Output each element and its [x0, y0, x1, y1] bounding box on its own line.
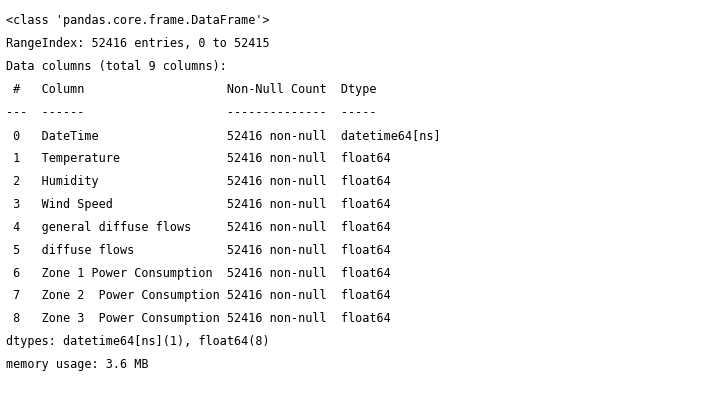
Text: ---  ------                    --------------  -----: --- ------ -------------- -----	[6, 106, 448, 119]
Text: memory usage: 3.6 MB: memory usage: 3.6 MB	[6, 358, 148, 371]
Text: 8   Zone 3  Power Consumption 52416 non-null  float64: 8 Zone 3 Power Consumption 52416 non-nul…	[6, 312, 448, 326]
Text: 5   diffuse flows             52416 non-null  float64: 5 diffuse flows 52416 non-null float64	[6, 244, 448, 257]
Text: 3   Wind Speed                52416 non-null  float64: 3 Wind Speed 52416 non-null float64	[6, 198, 448, 211]
Text: 6   Zone 1 Power Consumption  52416 non-null  float64: 6 Zone 1 Power Consumption 52416 non-nul…	[6, 267, 448, 280]
Text: <class 'pandas.core.frame.DataFrame'>: <class 'pandas.core.frame.DataFrame'>	[6, 14, 269, 27]
Text: 1   Temperature               52416 non-null  float64: 1 Temperature 52416 non-null float64	[6, 152, 448, 165]
Text: 7   Zone 2  Power Consumption 52416 non-null  float64: 7 Zone 2 Power Consumption 52416 non-nul…	[6, 289, 448, 303]
Text: dtypes: datetime64[ns](1), float64(8): dtypes: datetime64[ns](1), float64(8)	[6, 335, 269, 348]
Text: RangeIndex: 52416 entries, 0 to 52415: RangeIndex: 52416 entries, 0 to 52415	[6, 37, 269, 50]
Text: Data columns (total 9 columns):: Data columns (total 9 columns):	[6, 60, 227, 73]
Text: 0   DateTime                  52416 non-null  datetime64[ns]: 0 DateTime 52416 non-null datetime64[ns]	[6, 129, 441, 142]
Text: 2   Humidity                  52416 non-null  float64: 2 Humidity 52416 non-null float64	[6, 175, 448, 188]
Text: #   Column                    Non-Null Count  Dtype: # Column Non-Null Count Dtype	[6, 83, 448, 96]
Text: 4   general diffuse flows     52416 non-null  float64: 4 general diffuse flows 52416 non-null f…	[6, 221, 448, 234]
